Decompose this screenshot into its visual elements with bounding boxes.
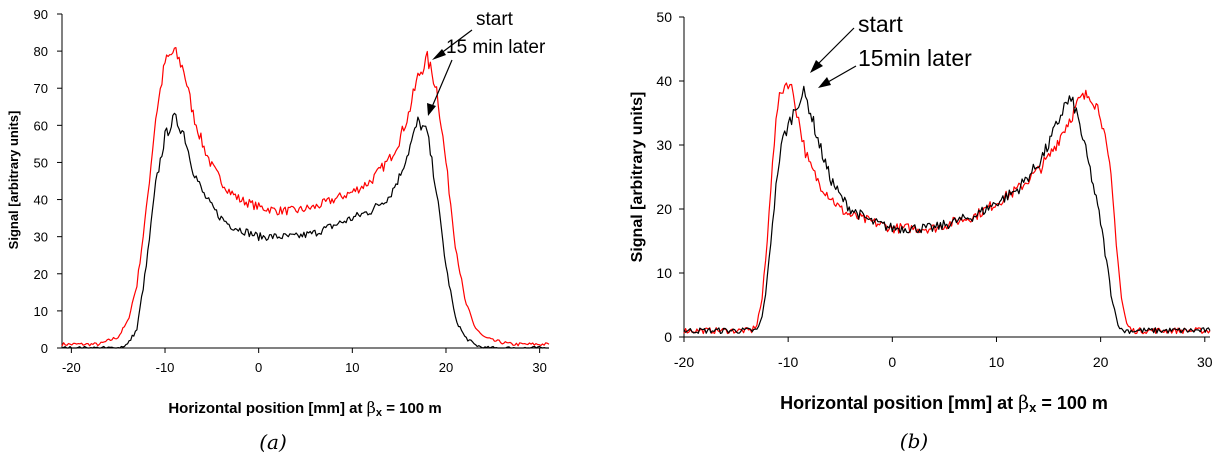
panel-b-y-tick-label: 10 bbox=[656, 265, 672, 281]
panel-a-x-axis-label-main: Horizontal position [mm] at bbox=[168, 400, 366, 417]
panel-b-x-axis-label-sub: x bbox=[1029, 400, 1037, 415]
panel-b-y-tick-label: 40 bbox=[656, 73, 672, 89]
panel-b-x-tick-label: 30 bbox=[1197, 354, 1213, 370]
panel-b-plot-area: 0 10 20 30 40 50 -20 -10 0 10 20 30 bbox=[656, 9, 1212, 370]
panel-a-x-tick-label: -20 bbox=[62, 360, 81, 375]
panel-a-x-tick-label: -10 bbox=[156, 360, 175, 375]
panel-b-x-ticks: -20 -10 0 10 20 30 bbox=[674, 337, 1213, 370]
panel-b-series-later-line bbox=[683, 85, 1211, 335]
panel-a-y-tick-label: 30 bbox=[34, 230, 48, 245]
panel-a-caption: (a) bbox=[259, 430, 287, 454]
panel-b-x-tick-label: -10 bbox=[778, 354, 798, 370]
panel-b-x-axis-label-main: Horizontal position [mm] at bbox=[780, 393, 1018, 413]
panel-a-y-tick-label: 40 bbox=[34, 193, 48, 208]
panel-b-x-tick-label: -20 bbox=[674, 354, 694, 370]
panel-b-series-start-line bbox=[683, 82, 1211, 335]
panel-b-caption: (b) bbox=[900, 429, 928, 453]
panel-b-annotation-start: start bbox=[858, 11, 903, 37]
panel-a-y-tick-label: 10 bbox=[34, 304, 48, 319]
panel-b-y-tick-label: 50 bbox=[656, 9, 672, 25]
panel-a-y-axis-label: Signal [arbitrary units] bbox=[6, 111, 21, 250]
panel-a-y-tick-label: 0 bbox=[41, 341, 48, 356]
panel-b-x-tick-label: 0 bbox=[888, 354, 896, 370]
panel-b-annotation-later: 15min later bbox=[858, 45, 972, 71]
panel-a-y-tick-label: 60 bbox=[34, 118, 48, 133]
panel-b-x-axis-label-tail: = 100 m bbox=[1036, 393, 1108, 413]
panel-a-annotation-later: 15 min later bbox=[446, 37, 546, 58]
panel-a-series-later-line bbox=[61, 112, 549, 349]
panel-a-arrow-later bbox=[427, 59, 453, 116]
panel-a: 0 10 20 30 40 50 60 70 80 90 -20 -10 0 10 20 30 Signal… bbox=[6, 7, 550, 454]
panel-b: 0 10 20 30 40 50 -20 -10 0 10 20 30 Signal [arbitr… bbox=[629, 9, 1213, 453]
panel-b-arrow-start bbox=[810, 27, 855, 73]
panel-b-x-axis-label: Horizontal position [mm] at βx = 100 m bbox=[780, 392, 1108, 415]
panel-a-plot-area: 0 10 20 30 40 50 60 70 80 90 -20 -10 0 10 20 30 bbox=[34, 7, 550, 375]
panel-a-series bbox=[61, 47, 550, 349]
panel-b-x-axis-label-beta: β bbox=[1018, 392, 1029, 414]
panel-a-x-tick-label: 20 bbox=[439, 360, 453, 375]
panel-b-arrow-later bbox=[818, 65, 857, 88]
panel-b-series bbox=[683, 82, 1211, 335]
panel-a-x-tick-label: 30 bbox=[532, 360, 546, 375]
panel-b-y-tick-label: 30 bbox=[656, 137, 672, 153]
panel-a-y-ticks: 0 10 20 30 40 50 60 70 80 90 bbox=[34, 7, 62, 356]
panel-a-x-axis-label-tail: = 100 m bbox=[382, 400, 442, 417]
panel-b-x-tick-label: 10 bbox=[989, 354, 1005, 370]
panel-a-x-tick-label: 10 bbox=[345, 360, 359, 375]
panel-a-annotation-start: start bbox=[476, 9, 514, 30]
panel-a-x-axis-label-beta: β bbox=[367, 398, 376, 417]
panel-a-y-tick-label: 70 bbox=[34, 81, 48, 96]
panel-a-y-tick-label: 50 bbox=[34, 155, 48, 170]
panel-b-x-tick-label: 20 bbox=[1093, 354, 1109, 370]
panel-a-x-ticks: -20 -10 0 10 20 30 bbox=[62, 348, 547, 375]
panel-a-y-tick-label: 80 bbox=[34, 44, 48, 59]
panel-a-y-tick-label: 90 bbox=[34, 7, 48, 22]
panel-b-y-axis-label: Signal [arbitrary units] bbox=[629, 92, 646, 263]
panel-a-x-axis-label: Horizontal position [mm] at βx = 100 m bbox=[168, 398, 441, 419]
panel-a-arrow-start bbox=[432, 29, 473, 60]
panel-b-y-tick-label: 0 bbox=[664, 329, 672, 345]
panel-a-x-tick-label: 0 bbox=[255, 360, 262, 375]
panel-a-series-start-line bbox=[61, 47, 550, 347]
panel-b-y-tick-label: 20 bbox=[656, 201, 672, 217]
panel-a-y-tick-label: 20 bbox=[34, 267, 48, 282]
panel-b-y-ticks: 0 10 20 30 40 50 bbox=[656, 9, 684, 345]
panel-a-x-axis-label-sub: x bbox=[376, 407, 383, 419]
